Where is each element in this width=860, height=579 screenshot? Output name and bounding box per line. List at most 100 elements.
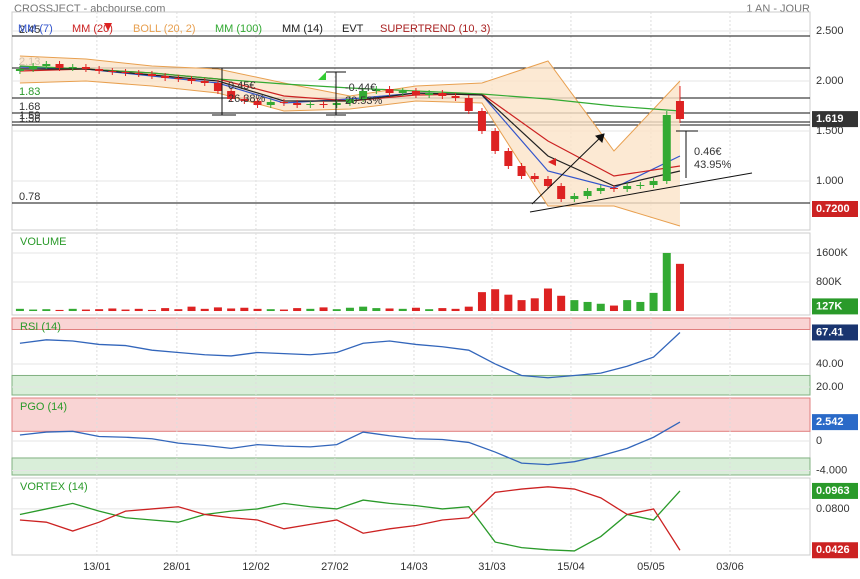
volume-bar xyxy=(491,289,500,312)
volume-bar xyxy=(81,309,90,312)
last-value-label: 127K xyxy=(816,300,842,312)
volume-bar xyxy=(187,306,196,312)
volume-bar xyxy=(55,309,64,312)
candle-body xyxy=(504,151,513,166)
legend-entry: SUPERTREND (10, 3) xyxy=(380,23,490,35)
level-label: 2.45 xyxy=(19,24,40,36)
volume-bar xyxy=(345,307,354,312)
oversold-zone xyxy=(11,374,811,396)
volume-bar xyxy=(293,308,302,312)
last-value-label: 1.619 xyxy=(816,113,844,125)
candle-body xyxy=(385,89,394,93)
candle-body xyxy=(359,91,368,99)
volume-bar xyxy=(161,308,170,312)
volume-bar xyxy=(438,308,447,312)
plot-layer: 2.5002.0001.5001.0002.452.131.831.681.59… xyxy=(11,11,858,573)
annotation: 0.46€ xyxy=(694,146,722,158)
legend-entry: BOLL (20, 2) xyxy=(133,23,196,35)
x-tick-label: 27/02 xyxy=(321,561,349,573)
arrow-head xyxy=(595,133,605,143)
last-value-label: 0.0426 xyxy=(816,544,850,556)
candle-body xyxy=(372,89,381,91)
candle-body xyxy=(411,91,420,95)
last-value-box xyxy=(812,542,858,559)
y-tick-label: 20.00 xyxy=(816,381,844,393)
trend-arrow xyxy=(531,133,605,205)
volume-bar xyxy=(253,308,262,312)
candle-body xyxy=(15,69,24,71)
candle-body xyxy=(557,186,566,199)
x-tick-label: 14/03 xyxy=(400,561,428,573)
volume-bar xyxy=(68,308,77,312)
y-tick-label: 1600K xyxy=(816,247,848,259)
candle-body xyxy=(398,91,407,93)
volume-bar xyxy=(134,308,143,312)
x-tick-label: 12/02 xyxy=(242,561,270,573)
volume-bar xyxy=(108,308,117,312)
candle-body xyxy=(319,104,328,105)
candle-body xyxy=(543,179,552,186)
volume-bar xyxy=(583,301,592,312)
candle-body xyxy=(279,102,288,103)
x-tick-label: 05/05 xyxy=(637,561,665,573)
indicator-line xyxy=(19,486,681,551)
volume-bar xyxy=(359,306,368,312)
legend-entry: MM (100) xyxy=(215,23,262,35)
last-value-box xyxy=(812,298,858,315)
legend-entry: MM (20) xyxy=(72,23,113,35)
candle-body xyxy=(491,131,500,151)
y-tick-label: 40.00 xyxy=(816,358,844,370)
volume-bar xyxy=(385,308,394,312)
candle-body xyxy=(675,101,684,119)
y-tick-label: 2.500 xyxy=(816,25,844,37)
volume-bar xyxy=(557,295,566,312)
y-tick-label: 0.0800 xyxy=(816,503,850,515)
last-value-box xyxy=(812,324,858,341)
indicator-line xyxy=(19,331,681,379)
y-tick-label: 800K xyxy=(816,276,842,288)
volume-bar xyxy=(517,300,526,312)
candle-body xyxy=(662,115,671,181)
panel-frame xyxy=(11,232,811,316)
annotation: 26.38% xyxy=(228,93,266,105)
candle-body xyxy=(570,196,579,199)
volume-bar xyxy=(530,298,539,312)
volume-bar xyxy=(15,308,24,312)
last-value-label: 0.7200 xyxy=(816,203,850,215)
volume-bar xyxy=(411,307,420,312)
candle-body xyxy=(332,103,341,105)
x-tick-label: 15/04 xyxy=(557,561,585,573)
candle-body xyxy=(253,101,262,105)
volume-bar xyxy=(42,309,51,312)
volume-bar xyxy=(477,292,486,312)
candle-body xyxy=(68,67,77,68)
candle-body xyxy=(174,78,183,79)
candle-body xyxy=(134,73,143,74)
candle-body xyxy=(213,83,222,91)
candle-body xyxy=(425,93,434,95)
candle-body xyxy=(596,188,605,191)
candle-body xyxy=(623,186,632,189)
legend-entry: EVT xyxy=(342,23,364,35)
candle-body xyxy=(609,188,618,189)
legend-entry: MM (14) xyxy=(282,23,323,35)
panel-frame xyxy=(11,11,811,231)
level-label: 1.59 xyxy=(19,110,40,122)
volume-bar xyxy=(609,305,618,312)
volume-bar xyxy=(425,309,434,312)
volume-bar xyxy=(332,309,341,312)
volume-bar xyxy=(266,309,275,312)
volume-bar xyxy=(543,288,552,312)
volume-bar xyxy=(649,292,658,312)
panel-title: VOLUME xyxy=(20,236,66,248)
candle-body xyxy=(293,103,302,105)
trend-line xyxy=(529,172,753,213)
candle-body xyxy=(306,104,315,105)
volume-bar xyxy=(174,309,183,312)
panel-title: PGO (14) xyxy=(20,401,67,413)
volume-bar xyxy=(596,303,605,312)
candle-body xyxy=(583,191,592,196)
level-label: 1.68 xyxy=(19,101,40,113)
candle-body xyxy=(200,81,209,83)
